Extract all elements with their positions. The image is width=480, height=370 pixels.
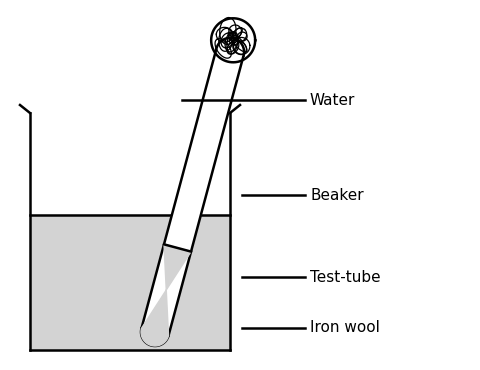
Text: Iron wool: Iron wool xyxy=(310,320,380,336)
Text: Water: Water xyxy=(310,92,355,108)
Text: Test-tube: Test-tube xyxy=(310,269,381,285)
Text: Beaker: Beaker xyxy=(310,188,364,202)
Polygon shape xyxy=(141,244,191,346)
Polygon shape xyxy=(30,215,230,350)
Polygon shape xyxy=(142,48,243,336)
Polygon shape xyxy=(216,38,244,56)
Polygon shape xyxy=(141,329,168,346)
